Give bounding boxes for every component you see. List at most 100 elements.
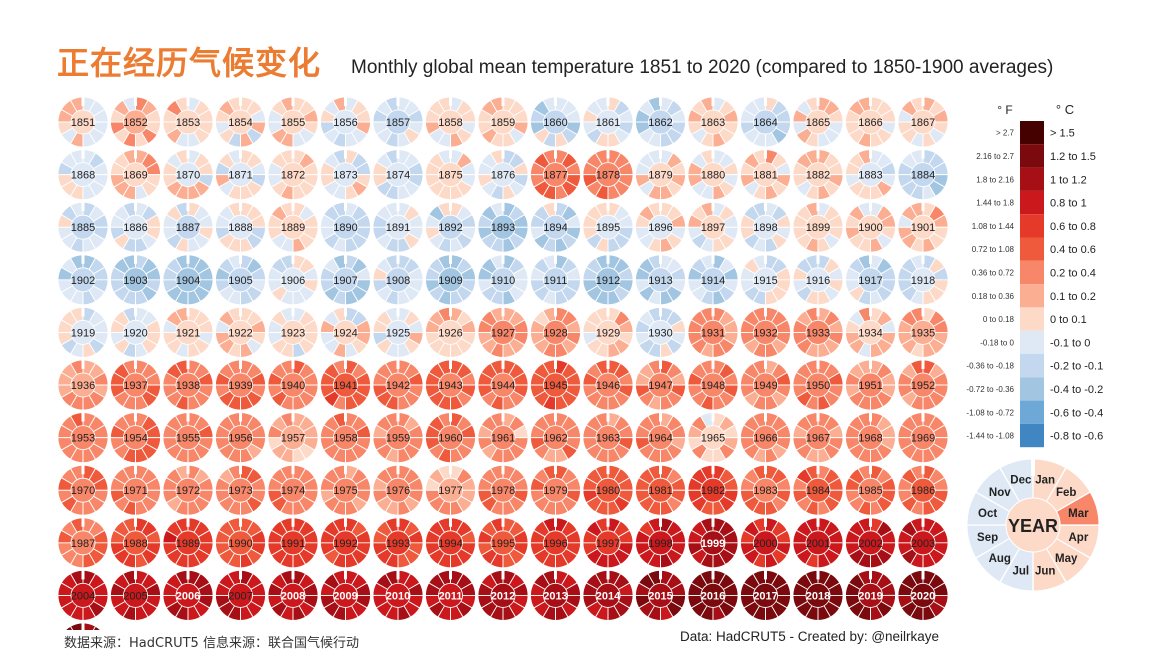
year-label: 1853 bbox=[176, 117, 200, 129]
chart-title: Monthly global mean temperature 1851 to … bbox=[351, 57, 1054, 78]
year-wheel-1891: 1891 bbox=[372, 201, 424, 253]
legend-label-c: > 1.5 bbox=[1050, 128, 1075, 140]
year-label: 1898 bbox=[753, 222, 777, 234]
year-wheel-1879: 1879 bbox=[635, 148, 686, 201]
year-center bbox=[280, 214, 306, 240]
year-label: 1903 bbox=[123, 275, 147, 287]
legend-label-c: 0.8 to 1 bbox=[1050, 198, 1087, 210]
legend-swatch bbox=[1020, 260, 1044, 285]
key-month-label: Sep bbox=[977, 532, 998, 544]
year-wheel-1894: 1894 bbox=[530, 201, 581, 253]
year-wheel-1899: 1899 bbox=[792, 201, 844, 253]
year-label: 1864 bbox=[753, 117, 777, 129]
legend-label-f: -1.44 to -1.08 bbox=[966, 432, 1014, 441]
data-credit: Data: HadCRUT5 - Created by: @neilrkaye bbox=[680, 629, 940, 644]
legend-label-c: -0.1 to 0 bbox=[1050, 337, 1090, 349]
year-center bbox=[333, 214, 358, 240]
year-label: 1887 bbox=[176, 222, 200, 234]
legend-label-f: -0.18 to 0 bbox=[980, 338, 1014, 347]
legend-swatch bbox=[1020, 144, 1044, 168]
year-wheel-1867: 1867 bbox=[897, 96, 949, 148]
legend-swatch bbox=[1020, 167, 1044, 191]
year-label: 1897 bbox=[701, 222, 725, 234]
year-center bbox=[753, 162, 778, 188]
year-label: 1855 bbox=[281, 117, 305, 129]
year-label: 1874 bbox=[386, 170, 410, 182]
year-center bbox=[805, 162, 831, 188]
year-wheel-1853: 1853 bbox=[162, 96, 214, 148]
year-center bbox=[910, 214, 936, 240]
year-center bbox=[595, 162, 621, 188]
legend-unit-f: ° F bbox=[997, 103, 1012, 117]
legend-label-f: 0.72 to 1.08 bbox=[972, 245, 1015, 254]
year-wheel-1892: 1892 bbox=[425, 201, 476, 253]
key-month-label: Nov bbox=[989, 487, 1011, 499]
year-center bbox=[910, 109, 936, 135]
year-label: 1861 bbox=[596, 117, 620, 129]
year-label: 1883 bbox=[858, 170, 882, 182]
year-wheel-1860: 1860 bbox=[530, 96, 581, 148]
year-center bbox=[595, 109, 621, 135]
year-wheel-1859: 1859 bbox=[477, 96, 529, 148]
year-wheel-1863: 1863 bbox=[687, 96, 739, 148]
year-label: 1893 bbox=[491, 222, 515, 234]
year-wheel-1865: 1865 bbox=[792, 96, 844, 148]
year-label: 1907 bbox=[333, 275, 357, 287]
key-month-label: Aug bbox=[989, 553, 1011, 565]
year-label: 1876 bbox=[491, 170, 515, 182]
legend-label-f: > 2.7 bbox=[996, 129, 1015, 138]
year-center bbox=[858, 214, 883, 240]
year-label: 1852 bbox=[123, 117, 147, 129]
year-wheel-1904: 1904 bbox=[162, 253, 214, 306]
legend-swatch bbox=[1020, 214, 1044, 238]
year-center bbox=[175, 109, 201, 135]
year-center bbox=[70, 214, 96, 240]
year-center bbox=[910, 162, 936, 188]
legend-label-c: -0.8 to -0.6 bbox=[1050, 431, 1103, 443]
year-wheel-1905: 1905 bbox=[215, 253, 266, 306]
temperature-wheel-grid: 1851 1852 1853 1854 1855 1856 1857 1858 1859 1860… bbox=[57, 96, 949, 630]
year-wheel-1908: 1908 bbox=[372, 253, 424, 306]
year-label: 1869 bbox=[123, 170, 147, 182]
page-title-chinese: 正在经历气候变化 bbox=[57, 44, 322, 82]
year-wheel-1872: 1872 bbox=[267, 148, 319, 201]
legend-label-c: 0.1 to 0.2 bbox=[1050, 291, 1096, 303]
year-wheel-1864: 1864 bbox=[740, 96, 791, 148]
year-label: 1882 bbox=[806, 170, 830, 182]
legend-label-f: 0.36 to 0.72 bbox=[972, 268, 1015, 277]
year-label: 1885 bbox=[71, 222, 95, 234]
legend-swatch bbox=[1020, 354, 1044, 378]
year-label: 1895 bbox=[596, 222, 620, 234]
year-label: 1884 bbox=[911, 170, 935, 182]
year-label: 1875 bbox=[438, 170, 462, 182]
key-month-label: Oct bbox=[978, 508, 997, 520]
key-month-label: Mar bbox=[1068, 508, 1089, 520]
year-center bbox=[333, 162, 358, 188]
legend-swatch bbox=[1020, 284, 1044, 308]
key-month-label: Feb bbox=[1056, 487, 1076, 499]
year-center bbox=[280, 267, 306, 293]
year-wheel-1884: 1884 bbox=[897, 148, 949, 201]
year-label: 1863 bbox=[701, 117, 725, 129]
legend-label-c: 0.2 to 0.4 bbox=[1050, 267, 1096, 279]
legend-label-f: -1.08 to -0.72 bbox=[966, 408, 1014, 417]
legend-swatch bbox=[1020, 121, 1044, 145]
year-label: 1867 bbox=[911, 117, 935, 129]
year-label: 1904 bbox=[176, 275, 200, 287]
year-label: 1871 bbox=[228, 170, 252, 182]
year-center bbox=[123, 267, 148, 293]
year-wheel-1854: 1854 bbox=[215, 96, 266, 148]
legend-label-f: 1.44 to 1.8 bbox=[976, 199, 1014, 208]
legend-label-f: -0.72 to -0.36 bbox=[966, 385, 1014, 394]
year-label: 1878 bbox=[596, 170, 620, 182]
year-label: 1872 bbox=[281, 170, 305, 182]
key-year-label: YEAR bbox=[1008, 516, 1058, 536]
legend-label-c: -0.4 to -0.2 bbox=[1050, 384, 1103, 396]
year-wheel-1898: 1898 bbox=[740, 201, 791, 253]
year-label: 1905 bbox=[228, 275, 252, 287]
year-label: 1886 bbox=[123, 222, 147, 234]
legend-swatch bbox=[1020, 377, 1044, 401]
legend-label-c: 1.2 to 1.5 bbox=[1050, 151, 1096, 163]
